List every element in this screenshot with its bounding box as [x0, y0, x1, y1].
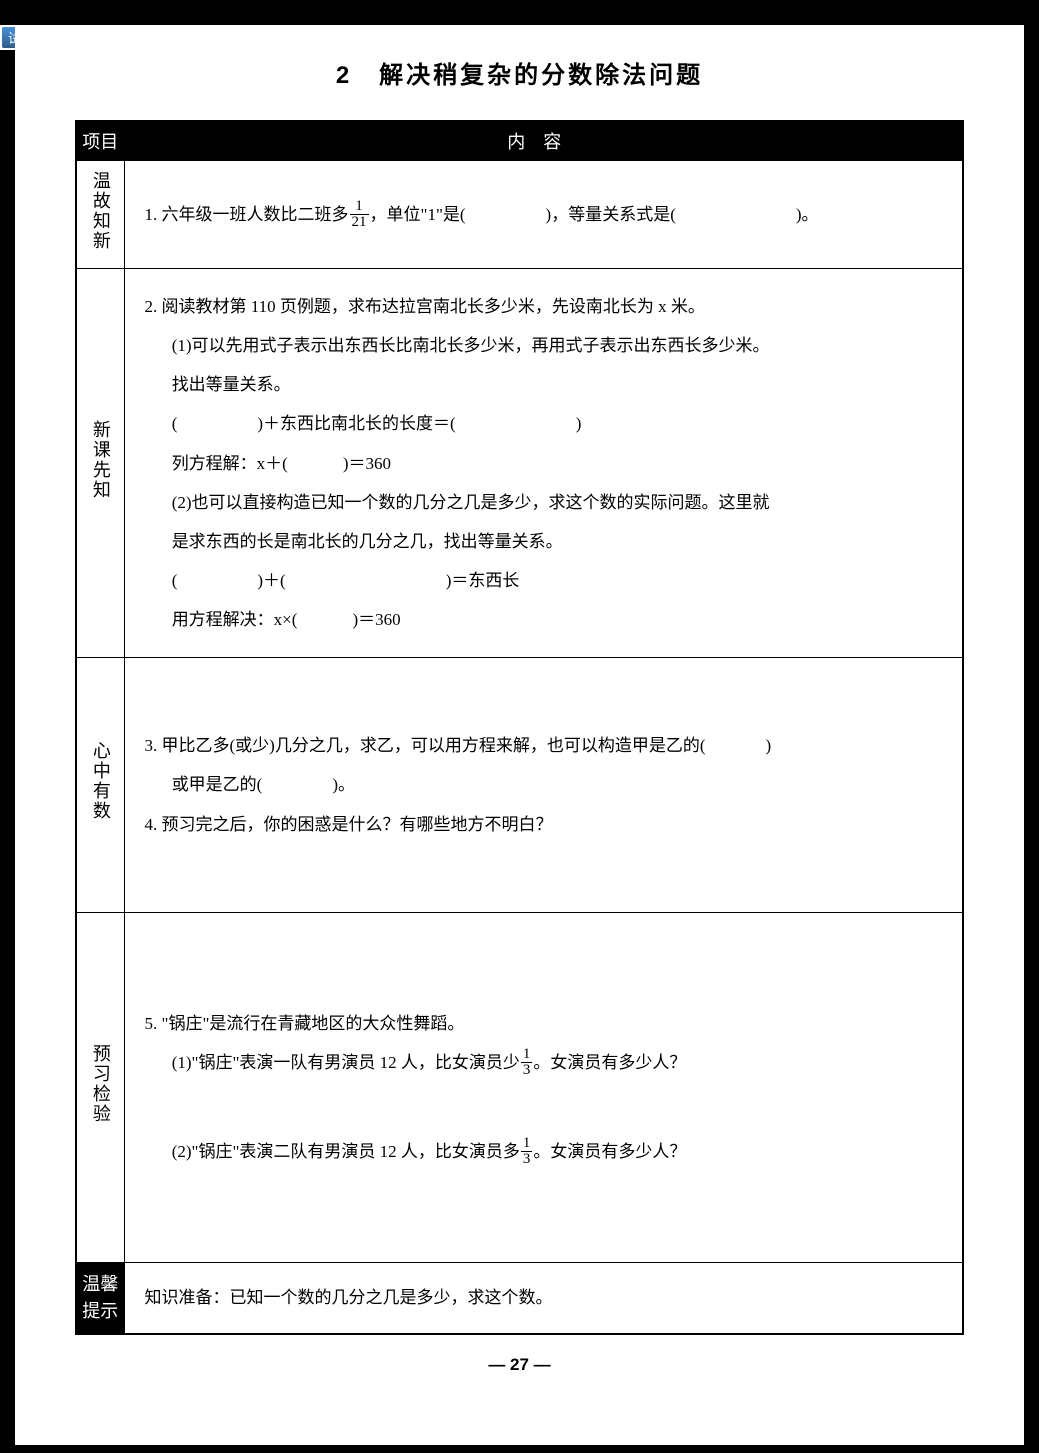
- page-number: — 27 —: [75, 1355, 964, 1375]
- q5-fraction-1: 13: [521, 1047, 533, 1078]
- q5-1b: 。女演员有多少人？: [533, 1053, 686, 1072]
- q2-2c-c: )＝东西长: [446, 571, 520, 590]
- q5-2b: 。女演员有多少人？: [533, 1142, 686, 1161]
- q3-a: 3. 甲比乙多(或少)几分之几，求乙，可以用方程来解，也可以构造甲是乙的(: [145, 736, 706, 755]
- label-newlesson: 新课先知: [76, 269, 124, 658]
- header-content: 内容: [124, 121, 963, 161]
- row-review: 温故知新 1. 六年级一班人数比二班多121，单位"1"是( )，等量关系式是()…: [76, 161, 963, 269]
- header-row: 项目 内容: [76, 121, 963, 161]
- content-review: 1. 六年级一班人数比二班多121，单位"1"是( )，等量关系式是( )。: [124, 161, 963, 269]
- q2-1d-b: )＝360: [343, 454, 391, 473]
- q2-1a: (1)可以先用式子表示出东西长比南北长多少米，再用式子表示出东西长多少米。: [172, 336, 770, 355]
- content-newlesson: 2. 阅读教材第 110 页例题，求布达拉宫南北长多少米，先设南北长为 x 米。…: [124, 269, 963, 658]
- label-understanding: 心中有数: [76, 658, 124, 913]
- q1-text-a: 1. 六年级一班人数比二班多: [145, 205, 349, 224]
- q1-text-d: )。: [796, 205, 819, 224]
- row-understanding: 心中有数 3. 甲比乙多(或少)几分之几，求乙，可以用方程来解，也可以构造甲是乙…: [76, 658, 963, 913]
- q2-1c-a: (: [172, 414, 178, 433]
- content-tip: 知识准备：已知一个数的几分之几是多少，求这个数。: [124, 1263, 963, 1335]
- label-tip: 温馨提示: [76, 1263, 124, 1335]
- q3-d: )。: [332, 775, 355, 794]
- label-preview-test: 预习检验: [76, 913, 124, 1263]
- content-understanding: 3. 甲比乙多(或少)几分之几，求乙，可以用方程来解，也可以构造甲是乙的() 或…: [124, 658, 963, 913]
- header-item: 项目: [76, 121, 124, 161]
- q5-intro: 5. "锅庄"是流行在青藏地区的大众性舞蹈。: [145, 1014, 465, 1033]
- q2-1c-c: ): [576, 414, 582, 433]
- q5-1a: (1)"锅庄"表演一队有男演员 12 人，比女演员少: [172, 1053, 520, 1072]
- q3-c: 或甲是乙的(: [172, 775, 263, 794]
- q3-b: ): [765, 736, 771, 755]
- main-table: 项目 内容 温故知新 1. 六年级一班人数比二班多121，单位"1"是( )，等量…: [75, 120, 964, 1335]
- q1-text-c: )，等量关系式是(: [546, 205, 676, 224]
- row-tip: 温馨提示 知识准备：已知一个数的几分之几是多少，求这个数。: [76, 1263, 963, 1335]
- row-preview-test: 预习检验 5. "锅庄"是流行在青藏地区的大众性舞蹈。 (1)"锅庄"表演一队有…: [76, 913, 963, 1263]
- q2-1c-b: )＋东西比南北长的长度＝(: [257, 414, 455, 433]
- row-newlesson: 新课先知 2. 阅读教材第 110 页例题，求布达拉宫南北长多少米，先设南北长为…: [76, 269, 963, 658]
- q2-2b: 是求东西的长是南北长的几分之几，找出等量关系。: [172, 532, 563, 551]
- tip-text: 知识准备：已知一个数的几分之几是多少，求这个数。: [145, 1288, 553, 1307]
- q1-text-b: ，单位"1"是(: [370, 205, 466, 224]
- q2-intro: 2. 阅读教材第 110 页例题，求布达拉宫南北长多少米，先设南北长为 x 米。: [145, 297, 705, 316]
- q5-2a: (2)"锅庄"表演二队有男演员 12 人，比女演员多: [172, 1142, 520, 1161]
- q2-1d-a: 列方程解：x＋(: [172, 454, 288, 473]
- content-preview-test: 5. "锅庄"是流行在青藏地区的大众性舞蹈。 (1)"锅庄"表演一队有男演员 1…: [124, 913, 963, 1263]
- q2-1b: 找出等量关系。: [172, 375, 291, 394]
- page-wrapper: 2 解决稍复杂的分数除法问题 项目 内容 温故知新 1. 六年级一班人数比二班多…: [15, 25, 1024, 1445]
- label-review: 温故知新: [76, 161, 124, 269]
- q5-fraction-2: 13: [521, 1136, 533, 1167]
- q4: 4. 预习完之后，你的困惑是什么？有哪些地方不明白？: [145, 815, 553, 834]
- q2-2c-b: )＋(: [257, 571, 285, 590]
- q2-2c-a: (: [172, 571, 178, 590]
- q2-2d-a: 用方程解决：x×(: [172, 610, 298, 629]
- q2-2a: (2)也可以直接构造已知一个数的几分之几是多少，求这个数的实际问题。这里就: [172, 493, 770, 512]
- q2-2d-b: )＝360: [352, 610, 400, 629]
- page-title: 2 解决稍复杂的分数除法问题: [75, 55, 964, 90]
- q1-fraction: 121: [350, 199, 369, 230]
